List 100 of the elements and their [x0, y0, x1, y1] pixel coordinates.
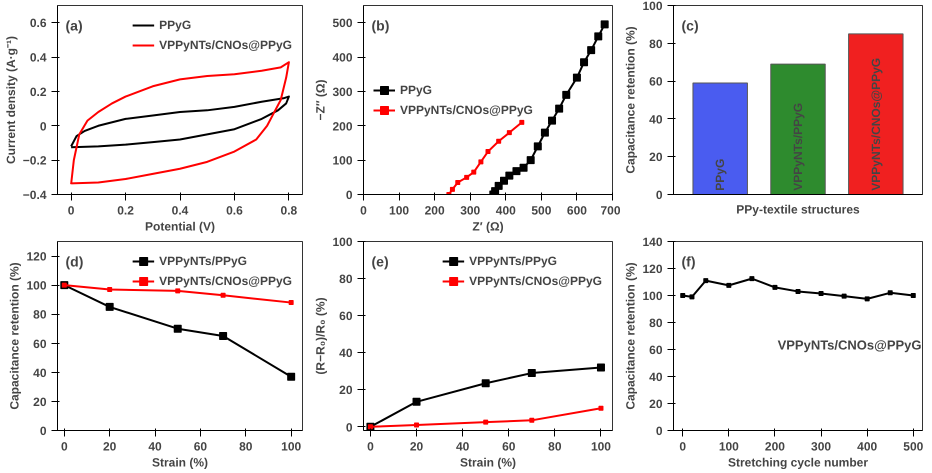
x-tick-label: 200 [424, 204, 445, 218]
y-tick-label: 60 [33, 336, 47, 351]
x-axis-title: Potential (V) [145, 220, 216, 234]
x-tick-label: 20 [410, 440, 424, 454]
legend-label: VPPyNTs/CNOs@PPyG [400, 102, 533, 116]
y-tick-label: 100 [332, 235, 353, 249]
x-tick-label: 0.8 [280, 204, 298, 218]
y-tick-label: 60 [339, 309, 353, 324]
x-tick-label: 100 [281, 440, 302, 454]
y-tick-label: 0 [346, 188, 353, 202]
y-tick-label: 100 [26, 278, 47, 293]
x-tick-label: 100 [590, 440, 612, 454]
category-label: PPyG [713, 158, 728, 191]
x-tick-label: 20 [103, 440, 117, 454]
annotation: VPPyNTs/CNOs@PPyG [778, 337, 922, 352]
y-tick-label: 100 [642, 289, 663, 303]
x-tick-label: 0.2 [117, 204, 134, 218]
x-tick-label: 0 [60, 440, 68, 454]
annotation: (d) [66, 254, 84, 270]
y-tick-label: 40 [33, 366, 47, 380]
legend-label: VPPyNTs/CNOs@PPyG [159, 38, 292, 52]
x-tick-label: 700 [600, 204, 621, 218]
x-tick-label: 100 [389, 204, 410, 218]
annotation: (b) [372, 18, 390, 34]
legend-label: VPPyNTs/PPyG [159, 254, 247, 268]
y-axis-title: Capacitance retention (%) [623, 262, 638, 410]
annotation: (e) [372, 254, 389, 270]
y-tick-label: 20 [649, 150, 663, 164]
y-tick-label: 0 [656, 188, 663, 202]
x-tick-label: 40 [456, 440, 470, 454]
y-tick-label: 0 [656, 424, 663, 438]
y-tick-label: 60 [649, 343, 663, 357]
annotation: (f) [682, 254, 696, 270]
x-tick-label: 500 [903, 440, 924, 454]
x-tick-label: 0 [679, 440, 686, 454]
y-tick-label: 0.4 [30, 50, 47, 65]
y-tick-label: 300 [332, 84, 353, 99]
x-tick-label: 600 [566, 204, 588, 218]
y-axis-title: (R−R₀)/R₀ (%) [313, 297, 328, 375]
annotation: (a) [66, 18, 83, 34]
x-tick-label: 200 [764, 440, 786, 454]
legend-label: VPPyNTs/CNOs@PPyG [159, 274, 292, 288]
y-tick-label: 0 [40, 119, 47, 134]
y-axis-title: Current density (A·g⁻¹) [4, 36, 18, 164]
y-tick-label: 20 [33, 394, 47, 409]
y-tick-label: 120 [642, 262, 663, 276]
x-tick-label: 0.6 [226, 204, 244, 218]
x-tick-label: 80 [239, 440, 253, 454]
x-tick-label: 100 [718, 440, 740, 454]
y-tick-label: 80 [649, 316, 663, 330]
y-tick-label: 20 [339, 383, 353, 398]
y-tick-label: 100 [332, 154, 353, 168]
category-label: VPPyNTs/PPyG [791, 102, 805, 191]
y-tick-label: 0 [346, 420, 353, 434]
y-tick-label: 80 [339, 272, 353, 286]
x-axis-title: Z′ (Ω) [472, 220, 504, 234]
legend-label: VPPyNTs/PPyG [469, 254, 557, 268]
y-axis-title: −Z″ (Ω) [313, 79, 328, 121]
y-tick-label: 0.6 [30, 16, 47, 30]
y-axis-title: Capacitance retention (%) [7, 262, 22, 410]
y-tick-label: 100 [642, 0, 663, 13]
x-tick-label: 0.4 [172, 204, 189, 218]
annotation: (c) [682, 18, 699, 34]
x-tick-label: 300 [811, 440, 832, 454]
y-tick-label: 40 [649, 370, 663, 384]
x-tick-label: 500 [531, 204, 552, 218]
x-tick-label: 40 [148, 440, 162, 454]
x-tick-label: 400 [496, 204, 516, 218]
y-tick-label: 140 [642, 235, 663, 249]
x-tick-label: 60 [194, 440, 208, 454]
y-tick-label: 80 [649, 36, 663, 51]
y-tick-label: 0.2 [30, 84, 47, 99]
x-tick-label: 400 [857, 440, 878, 454]
x-tick-label: 80 [548, 440, 562, 454]
y-tick-label: 80 [33, 308, 47, 322]
x-tick-label: 0 [367, 440, 374, 454]
y-tick-label: 500 [332, 16, 353, 30]
y-tick-label: −0.4 [22, 188, 47, 202]
y-tick-label: 40 [339, 346, 353, 360]
x-axis-title: Stretching cycle number [728, 456, 868, 470]
y-tick-label: 20 [649, 397, 663, 411]
x-tick-label: 0 [360, 204, 368, 218]
y-tick-label: −0.2 [22, 154, 47, 168]
legend-label: PPyG [400, 82, 432, 96]
x-axis-title: PPy-textile structures [736, 202, 860, 216]
y-tick-label: 0 [40, 424, 47, 438]
y-tick-label: 200 [332, 119, 353, 134]
y-tick-label: 60 [649, 74, 663, 89]
x-axis-title: Strain (%) [152, 456, 208, 470]
legend-label: VPPyNTs/CNOs@PPyG [469, 274, 602, 288]
x-tick-label: 0 [68, 204, 75, 218]
x-tick-label: 60 [502, 440, 516, 454]
x-axis-title: Strain (%) [460, 456, 516, 470]
x-tick-label: 300 [460, 204, 481, 218]
y-tick-label: 120 [26, 250, 47, 264]
y-tick-label: 40 [649, 112, 663, 126]
y-tick-label: 400 [332, 50, 353, 65]
y-axis-title: Capacitance retention (%) [623, 26, 638, 174]
legend-label: PPyG [159, 18, 192, 32]
category-label: VPPyNTs/CNOs@PPyG [868, 58, 883, 191]
